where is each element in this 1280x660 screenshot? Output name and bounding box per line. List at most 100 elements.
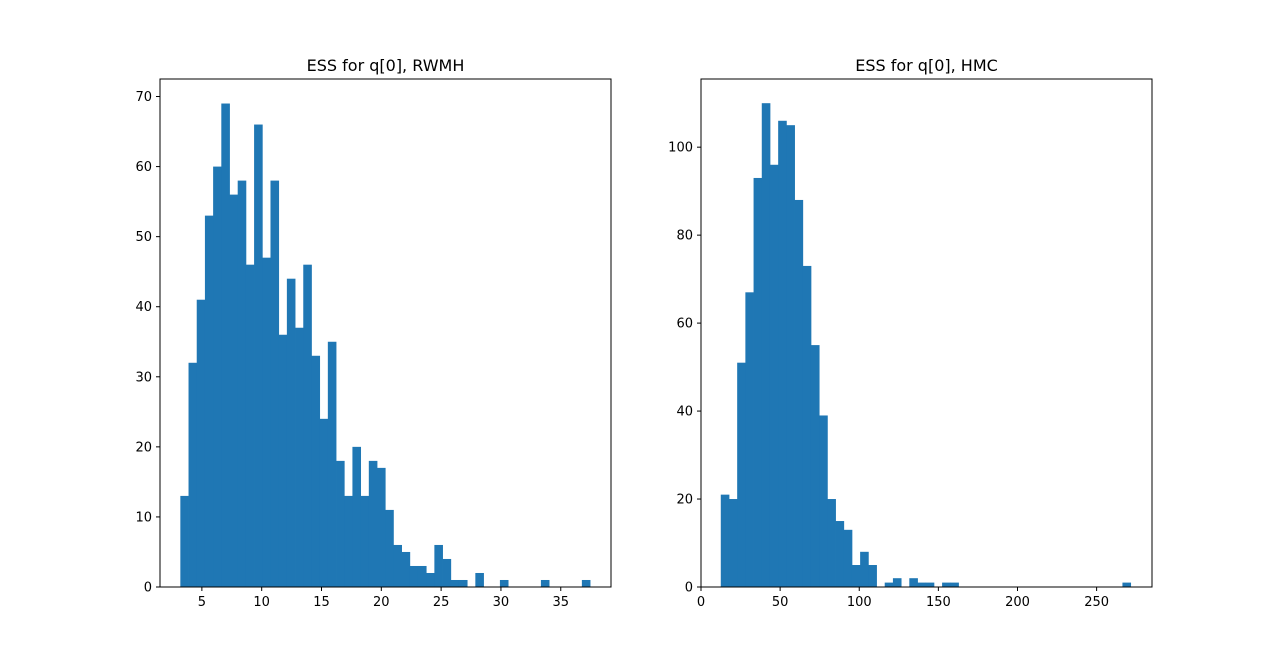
hmc-histogram-bar bbox=[819, 415, 828, 587]
hmc-chart-title: ESS for q[0], HMC bbox=[855, 56, 998, 75]
hmc-y-tick-label: 20 bbox=[676, 493, 693, 508]
rwmh-histogram-bar bbox=[368, 460, 378, 587]
hmc-y-axis-ticks: 0 20 40 60 80 100 bbox=[668, 141, 701, 596]
rwmh-histogram-bar bbox=[237, 180, 247, 587]
hmc-axes-frame bbox=[700, 78, 1153, 588]
hmc-x-tick-label: 250 bbox=[1084, 595, 1109, 610]
hmc-histogram-bar bbox=[868, 565, 877, 587]
rwmh-histogram-bar bbox=[352, 446, 362, 587]
rwmh-histogram-bar bbox=[450, 579, 460, 587]
hmc-histogram-bar bbox=[778, 120, 787, 587]
rwmh-histogram-bar bbox=[311, 355, 321, 587]
hmc-histogram-bar bbox=[909, 578, 918, 587]
hmc-histogram-bar bbox=[925, 582, 935, 587]
hmc-histogram-bar bbox=[786, 125, 795, 588]
hmc-y-tick-label: 80 bbox=[676, 229, 693, 244]
rwmh-y-tick-label: 40 bbox=[135, 300, 152, 315]
rwmh-histogram-bar bbox=[417, 565, 427, 587]
rwmh-histogram-bar bbox=[540, 579, 550, 587]
rwmh-x-axis-ticks: 5 10 15 20 25 30 35 bbox=[198, 587, 569, 610]
rwmh-x-tick-label: 25 bbox=[433, 595, 450, 610]
hmc-histogram-bar bbox=[827, 499, 836, 587]
hmc-histogram-bar bbox=[835, 521, 845, 587]
rwmh-histogram-bar bbox=[442, 558, 452, 587]
rwmh-histogram-bar bbox=[401, 551, 411, 587]
hmc-histogram-bar bbox=[843, 529, 853, 587]
rwmh-histogram-bar bbox=[385, 509, 394, 587]
hmc-x-axis-ticks: 0 50 100 150 200 250 bbox=[697, 587, 1109, 610]
hmc-histogram-bar bbox=[737, 362, 746, 587]
rwmh-histogram-bar bbox=[499, 579, 509, 587]
rwmh-histogram-bar bbox=[344, 495, 353, 587]
hmc-x-tick-label: 100 bbox=[847, 595, 872, 610]
hmc-histogram-bar bbox=[860, 551, 869, 587]
rwmh-y-tick-label: 60 bbox=[135, 160, 152, 175]
hmc-histogram-bar bbox=[794, 199, 804, 587]
hmc-x-tick-label: 200 bbox=[1005, 595, 1030, 610]
rwmh-histogram-bar bbox=[295, 327, 304, 587]
rwmh-y-tick-label: 50 bbox=[135, 230, 152, 245]
rwmh-bars bbox=[180, 103, 591, 588]
hmc-histogram-bar bbox=[892, 578, 902, 587]
rwmh-histogram-bar bbox=[458, 579, 468, 587]
rwmh-histogram-bar bbox=[319, 418, 329, 587]
hmc-histogram-bar bbox=[851, 565, 861, 587]
rwmh-x-tick-label: 20 bbox=[373, 595, 390, 610]
rwmh-x-tick-label: 15 bbox=[313, 595, 330, 610]
rwmh-histogram-bar bbox=[278, 334, 288, 587]
hmc-histogram-bar bbox=[745, 292, 754, 587]
hmc-x-tick-label: 0 bbox=[697, 595, 705, 610]
hmc-histogram-bar bbox=[802, 265, 812, 587]
hmc-x-tick-label: 150 bbox=[926, 595, 951, 610]
hmc-y-tick-label: 100 bbox=[668, 141, 693, 156]
rwmh-histogram-bar bbox=[196, 299, 206, 587]
hmc-histogram-bar bbox=[884, 582, 894, 587]
rwmh-histogram-bar bbox=[229, 194, 239, 588]
hmc-x-tick-label: 50 bbox=[772, 595, 789, 610]
rwmh-x-tick-label: 35 bbox=[552, 595, 569, 610]
rwmh-histogram-bar bbox=[327, 341, 337, 587]
rwmh-x-tick-label: 30 bbox=[493, 595, 510, 610]
hmc-histogram-bar bbox=[917, 582, 927, 587]
rwmh-histogram-bar bbox=[180, 495, 189, 587]
rwmh-histogram-bar bbox=[426, 572, 435, 587]
hmc-histogram-bar bbox=[753, 177, 763, 587]
rwmh-histogram-bar bbox=[377, 467, 386, 587]
rwmh-histogram-bar bbox=[270, 180, 280, 587]
rwmh-x-tick-label: 10 bbox=[253, 595, 270, 610]
rwmh-y-tick-label: 70 bbox=[135, 90, 152, 105]
hmc-histogram-bar bbox=[728, 499, 738, 587]
rwmh-histogram-bar bbox=[286, 278, 296, 587]
rwmh-y-tick-label: 10 bbox=[135, 510, 152, 525]
hmc-histogram-bar bbox=[1122, 582, 1132, 587]
hmc-histogram-bar bbox=[720, 494, 730, 587]
rwmh-histogram-bar bbox=[581, 579, 591, 587]
rwmh-histogram-bar bbox=[221, 103, 230, 588]
rwmh-histogram-bar bbox=[303, 264, 312, 587]
rwmh-histogram-bar bbox=[213, 166, 222, 587]
rwmh-axes-frame bbox=[159, 78, 612, 588]
rwmh-x-tick-label: 5 bbox=[198, 595, 206, 610]
hmc-histogram-bar bbox=[769, 164, 779, 587]
hmc-histogram-bar bbox=[942, 582, 951, 587]
rwmh-y-tick-label: 0 bbox=[144, 581, 152, 596]
rwmh-histogram-bar bbox=[188, 362, 198, 587]
rwmh-histogram-bar bbox=[254, 124, 263, 587]
rwmh-histogram-bar bbox=[262, 257, 271, 587]
rwmh-y-axis-ticks: 0 10 20 30 40 50 60 70 bbox=[135, 90, 160, 596]
hmc-histogram-bar bbox=[950, 582, 959, 587]
rwmh-histogram-bar bbox=[475, 572, 484, 587]
rwmh-y-tick-label: 20 bbox=[135, 440, 152, 455]
rwmh-histogram-bar bbox=[393, 544, 402, 587]
rwmh-histogram-bar bbox=[245, 264, 255, 587]
hmc-y-tick-label: 0 bbox=[685, 581, 693, 596]
rwmh-chart-title: ESS for q[0], RWMH bbox=[307, 56, 465, 75]
hmc-histogram-bar bbox=[761, 103, 771, 587]
hmc-histogram-bar bbox=[810, 345, 820, 587]
rwmh-histogram-bar bbox=[360, 495, 370, 587]
hmc-y-tick-label: 60 bbox=[676, 317, 693, 332]
rwmh-histogram-bar bbox=[409, 565, 419, 587]
rwmh-histogram-bar bbox=[336, 460, 345, 587]
rwmh-histogram-bar bbox=[204, 215, 214, 587]
